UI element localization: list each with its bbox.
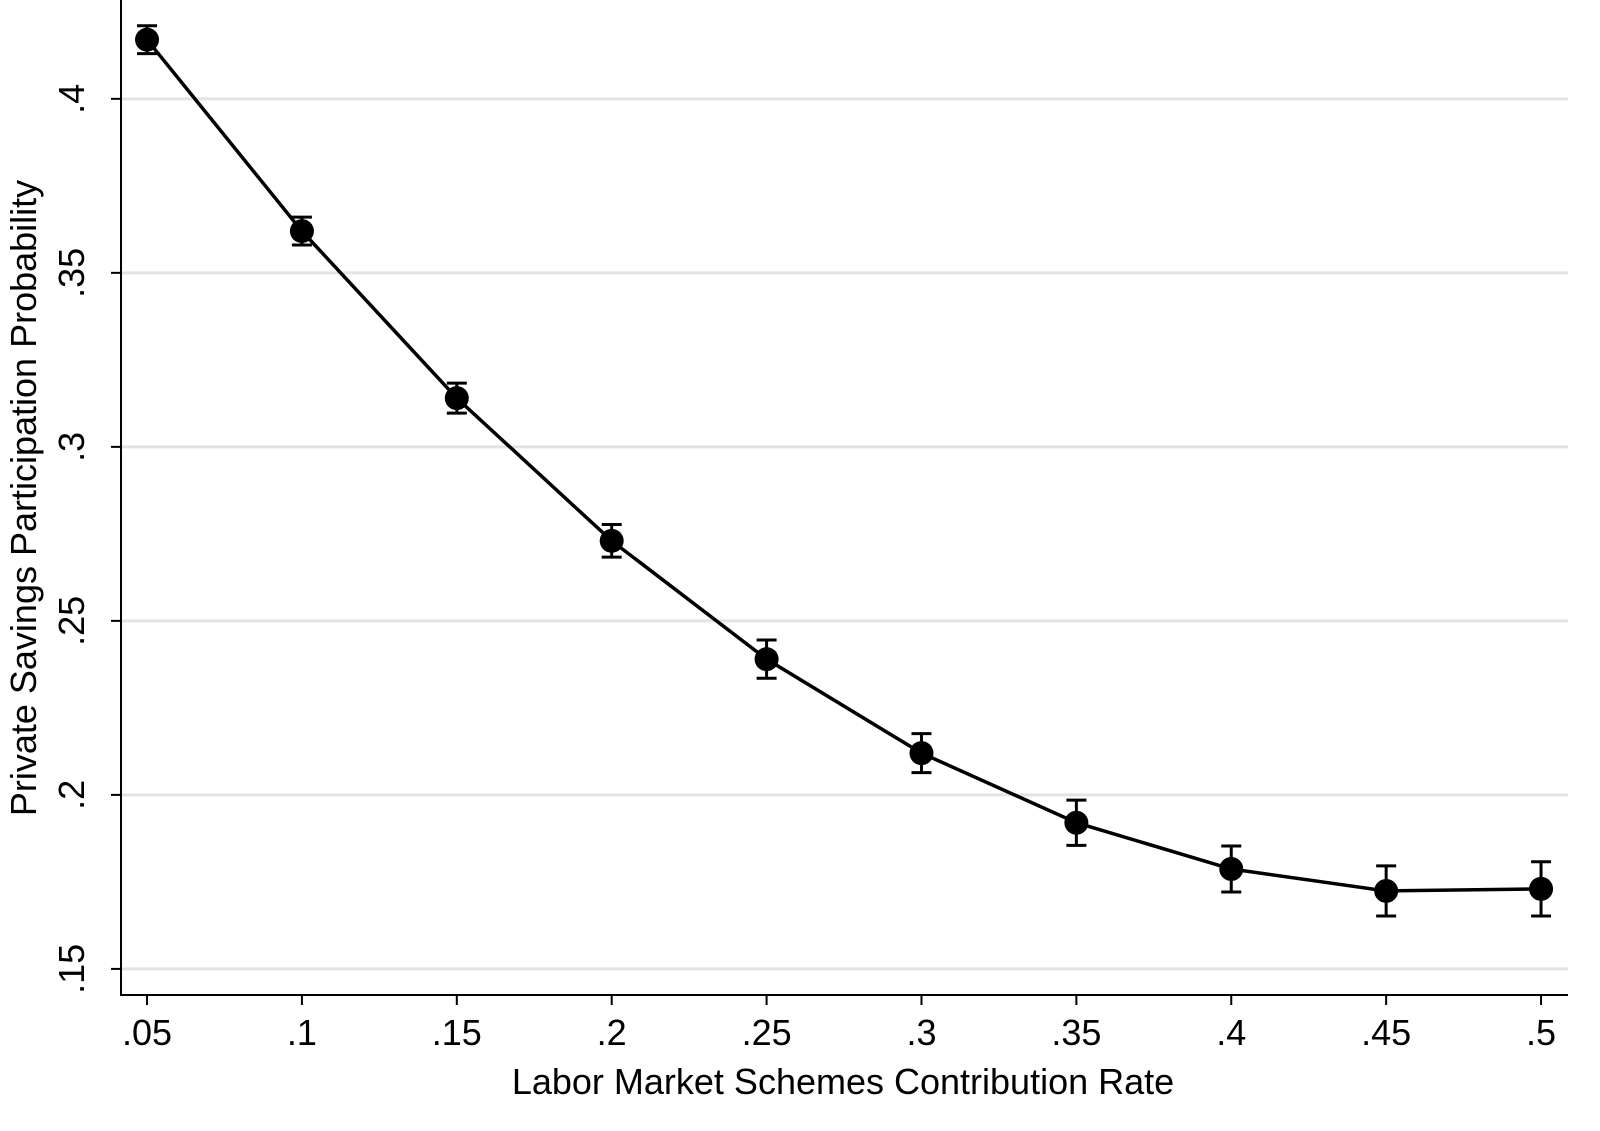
y-tick-label: .25 — [51, 596, 92, 646]
point — [135, 27, 160, 52]
x-tick-label: .45 — [1361, 1012, 1411, 1053]
point — [1374, 878, 1399, 903]
point — [599, 528, 624, 553]
x-tick-label: .35 — [1051, 1012, 1101, 1053]
point — [444, 386, 469, 411]
y-tick-label: .15 — [51, 944, 92, 994]
x-tick-label: .1 — [287, 1012, 317, 1053]
x-tick-label: .5 — [1526, 1012, 1556, 1053]
point — [754, 647, 779, 672]
x-tick-label: .4 — [1216, 1012, 1246, 1053]
x-tick-label: .2 — [597, 1012, 627, 1053]
y-axis-title: Private Savings Participation Probabilit… — [3, 180, 44, 816]
line — [145, 38, 1542, 893]
y-tick-label: .2 — [51, 780, 92, 810]
point — [289, 219, 314, 244]
x-tick-label: .15 — [432, 1012, 482, 1053]
y-tick-label: .4 — [51, 84, 92, 114]
x-axis-title: Labor Market Schemes Contribution Rate — [512, 1061, 1174, 1102]
y-tick-label: .35 — [51, 248, 92, 298]
point — [909, 741, 934, 766]
point — [1064, 810, 1089, 835]
x-tick-label: .05 — [122, 1012, 172, 1053]
point — [1219, 857, 1244, 882]
x-tick-label: .3 — [906, 1012, 936, 1053]
x-tick-label: .25 — [742, 1012, 792, 1053]
point — [1529, 876, 1554, 901]
y-tick-label: .3 — [51, 432, 92, 462]
